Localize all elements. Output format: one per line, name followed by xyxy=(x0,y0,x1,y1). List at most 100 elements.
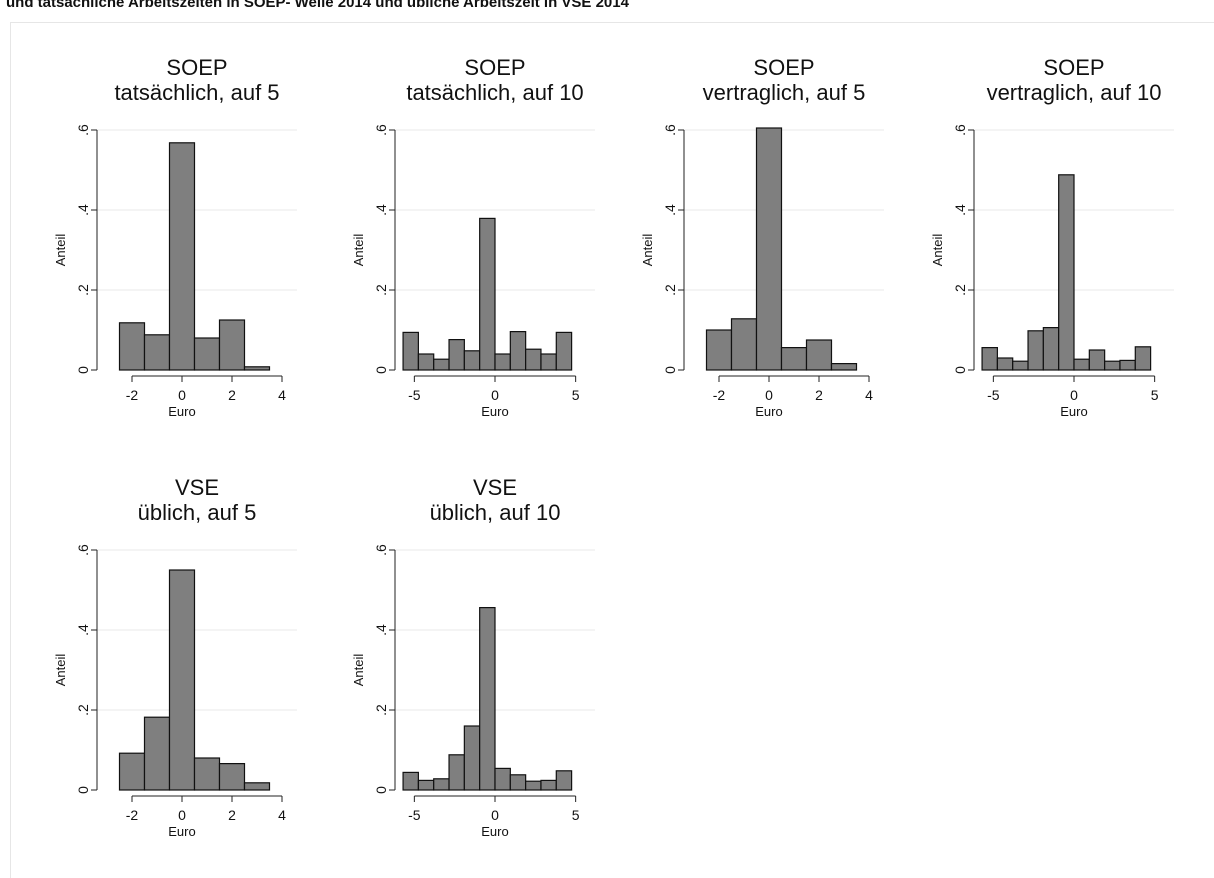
x-tick-label: -5 xyxy=(987,387,1000,403)
y-tick-label: 0 xyxy=(662,366,678,374)
histogram-bar xyxy=(193,337,221,371)
histogram-bar xyxy=(402,771,419,791)
y-tick-label: .2 xyxy=(75,704,91,716)
histogram-bar xyxy=(540,353,557,371)
y-tick-label: .4 xyxy=(373,204,389,216)
x-tick-label: -2 xyxy=(126,387,139,403)
y-tick-label: .6 xyxy=(373,544,389,556)
x-axis-label: Euro xyxy=(755,404,782,419)
histogram-bar xyxy=(996,357,1014,371)
x-tick-label: 4 xyxy=(278,807,286,823)
histogram-bar xyxy=(494,767,511,791)
y-tick-label: .2 xyxy=(952,284,968,296)
x-tick-label: -2 xyxy=(713,387,726,403)
y-tick-label: .6 xyxy=(75,124,91,136)
y-axis-label: Anteil xyxy=(53,654,68,687)
histogram-bar xyxy=(525,780,542,791)
histogram-bar xyxy=(555,770,573,791)
y-tick-label: 0 xyxy=(373,786,389,794)
histogram-bar xyxy=(143,334,171,371)
histogram-bar xyxy=(981,347,998,371)
histogram-bar xyxy=(525,348,542,371)
x-tick-label: 5 xyxy=(572,387,580,403)
histogram-bar xyxy=(463,350,481,371)
histogram-bar xyxy=(1119,359,1136,371)
panel-title: VSE xyxy=(473,475,517,500)
y-axis-label: Anteil xyxy=(351,654,366,687)
x-tick-label: 2 xyxy=(815,387,823,403)
histogram-bar xyxy=(1073,358,1090,371)
y-tick-label: .4 xyxy=(75,204,91,216)
histogram-bar xyxy=(243,366,271,371)
y-tick-label: .4 xyxy=(662,204,678,216)
x-tick-label: -5 xyxy=(408,807,421,823)
y-axis-label: Anteil xyxy=(930,234,945,267)
histogram-bar xyxy=(540,779,557,791)
histogram-bar xyxy=(448,754,465,791)
histogram-bar xyxy=(417,779,435,791)
y-tick-label: .2 xyxy=(373,704,389,716)
x-tick-label: -2 xyxy=(126,807,139,823)
histogram-bar xyxy=(193,757,221,791)
y-tick-label: 0 xyxy=(952,366,968,374)
histogram-bar xyxy=(218,319,246,371)
y-tick-label: .6 xyxy=(75,544,91,556)
y-axis-label: Anteil xyxy=(53,234,68,267)
panel-subtitle: vertraglich, auf 10 xyxy=(987,80,1162,105)
panel-title: SOEP xyxy=(1043,55,1104,80)
x-tick-label: -5 xyxy=(408,387,421,403)
x-tick-label: 2 xyxy=(228,387,236,403)
histogram-bar xyxy=(448,339,465,371)
x-axis-label: Euro xyxy=(481,404,508,419)
histogram-bar xyxy=(433,778,450,791)
panel-subtitle: tatsächlich, auf 5 xyxy=(114,80,279,105)
y-tick-label: .4 xyxy=(75,624,91,636)
x-tick-label: 0 xyxy=(491,387,499,403)
histogram-bar xyxy=(218,762,246,791)
panel-title: SOEP xyxy=(753,55,814,80)
histogram-bar xyxy=(1058,174,1075,371)
panel-subtitle: tatsächlich, auf 10 xyxy=(406,80,583,105)
histogram-bar xyxy=(830,363,858,371)
x-axis-label: Euro xyxy=(481,824,508,839)
y-tick-label: .2 xyxy=(75,284,91,296)
panel-title: SOEP xyxy=(464,55,525,80)
histogram-bar xyxy=(243,782,271,791)
y-tick-label: .6 xyxy=(373,124,389,136)
histogram-bar xyxy=(555,331,573,371)
x-tick-label: 4 xyxy=(865,387,873,403)
x-axis-label: Euro xyxy=(168,824,195,839)
histogram-bar xyxy=(705,329,733,371)
x-tick-label: 0 xyxy=(178,807,186,823)
histogram-bar xyxy=(1012,360,1029,371)
histogram-bar xyxy=(805,339,833,371)
x-tick-label: 0 xyxy=(765,387,773,403)
x-tick-label: 2 xyxy=(228,807,236,823)
y-axis-label: Anteil xyxy=(351,234,366,267)
y-tick-label: 0 xyxy=(75,786,91,794)
y-tick-label: .6 xyxy=(952,124,968,136)
histogram-bar xyxy=(1134,346,1152,371)
x-tick-label: 0 xyxy=(1070,387,1078,403)
histogram-bar xyxy=(780,347,808,371)
y-tick-label: .4 xyxy=(373,624,389,636)
histogram-bar xyxy=(1104,360,1121,371)
y-tick-label: .2 xyxy=(662,284,678,296)
y-tick-label: 0 xyxy=(373,366,389,374)
y-tick-label: .2 xyxy=(373,284,389,296)
histogram-bar xyxy=(118,752,146,791)
histogram-bar xyxy=(755,127,783,371)
y-tick-label: .6 xyxy=(662,124,678,136)
histogram-bar xyxy=(509,331,527,371)
x-tick-label: 0 xyxy=(491,807,499,823)
histogram-bar xyxy=(494,353,511,371)
x-axis-label: Euro xyxy=(1060,404,1087,419)
y-tick-label: .4 xyxy=(952,204,968,216)
histogram-bar xyxy=(402,331,419,371)
